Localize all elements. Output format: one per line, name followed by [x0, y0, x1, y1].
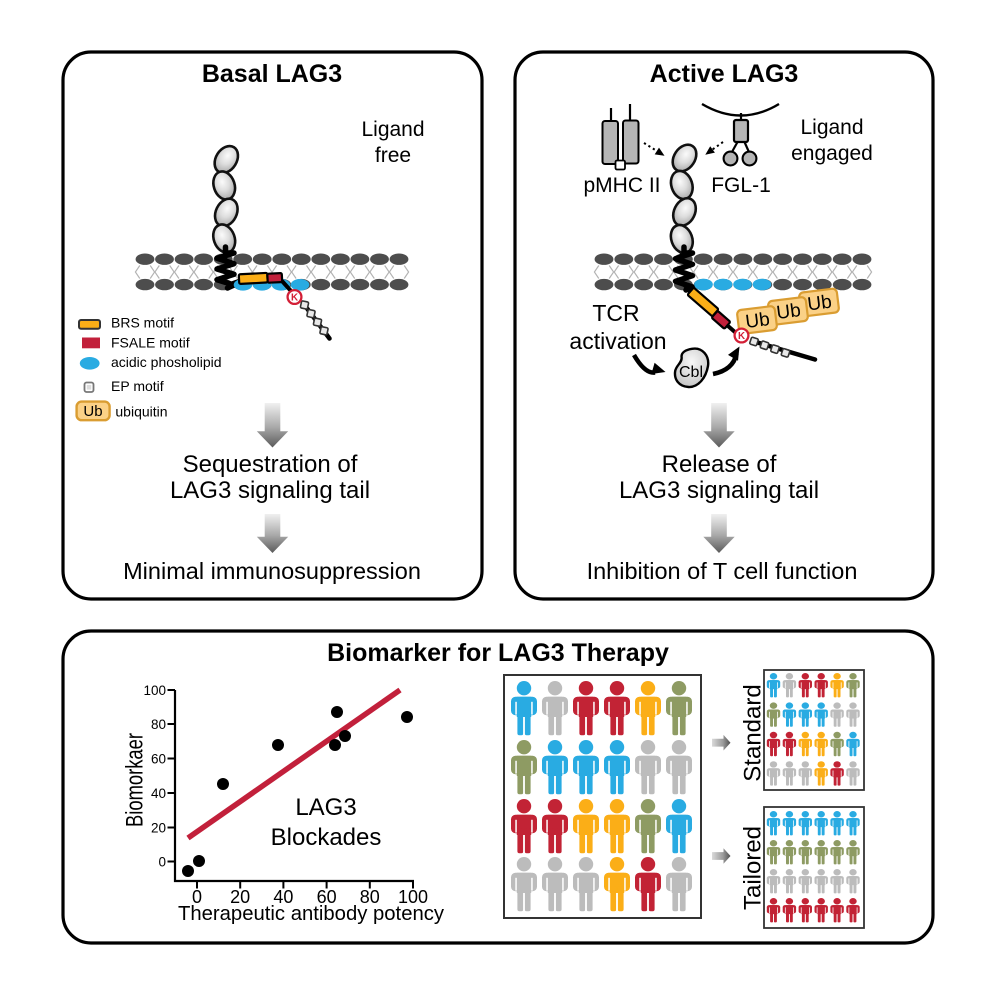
svg-text:Ub: Ub: [775, 300, 802, 324]
svg-text:0: 0: [158, 854, 166, 869]
svg-text:Tailored: Tailored: [740, 826, 767, 910]
svg-text:40: 40: [273, 887, 293, 907]
svg-text:60: 60: [317, 887, 337, 907]
svg-text:pMHC II: pMHC II: [583, 174, 660, 197]
svg-text:Ub: Ub: [806, 292, 833, 316]
svg-text:engaged: engaged: [791, 142, 873, 165]
svg-text:free: free: [375, 144, 411, 167]
svg-text:Ub: Ub: [83, 403, 102, 420]
svg-text:Ub: Ub: [744, 309, 771, 333]
svg-text:80: 80: [360, 887, 380, 907]
svg-text:BRS motif: BRS motif: [111, 315, 174, 331]
svg-text:100: 100: [143, 683, 166, 698]
svg-text:100: 100: [398, 887, 428, 907]
svg-text:LAG3 signaling tail: LAG3 signaling tail: [619, 477, 819, 504]
svg-text:Cbl: Cbl: [679, 364, 703, 381]
svg-text:Active LAG3: Active LAG3: [650, 60, 799, 88]
svg-text:20: 20: [151, 820, 166, 835]
svg-text:40: 40: [151, 786, 166, 801]
svg-text:Inhibition of T cell function: Inhibition of T cell function: [587, 558, 858, 584]
svg-text:ubiquitin: ubiquitin: [115, 404, 167, 420]
svg-text:Biomorkaer: Biomorkaer: [122, 733, 149, 827]
svg-text:20: 20: [230, 887, 250, 907]
svg-text:Basal LAG3: Basal LAG3: [202, 60, 342, 88]
svg-text:FSALE motif: FSALE motif: [111, 335, 190, 351]
svg-text:Therapeutic antibody potency: Therapeutic antibody potency: [178, 903, 445, 925]
svg-text:K: K: [738, 331, 745, 342]
svg-text:K: K: [291, 293, 298, 304]
svg-text:activation: activation: [569, 328, 666, 354]
svg-text:0: 0: [192, 887, 202, 907]
svg-text:80: 80: [151, 717, 166, 732]
svg-text:EP motif: EP motif: [111, 378, 164, 394]
svg-text:Ligand: Ligand: [800, 116, 863, 139]
svg-text:Biomarker for LAG3 Therapy: Biomarker for LAG3 Therapy: [327, 639, 669, 667]
svg-text:Sequestration of: Sequestration of: [183, 451, 358, 478]
svg-text:LAG3: LAG3: [295, 794, 356, 821]
svg-text:Ligand: Ligand: [361, 118, 424, 141]
svg-text:TCR: TCR: [592, 300, 639, 326]
svg-text:Minimal immunosuppression: Minimal immunosuppression: [123, 558, 421, 584]
svg-text:acidic phosholipid: acidic phosholipid: [111, 354, 222, 370]
svg-text:Release of: Release of: [662, 451, 777, 478]
svg-text:60: 60: [151, 751, 166, 766]
svg-text:FGL-1: FGL-1: [711, 174, 771, 197]
svg-text:Blockades: Blockades: [271, 824, 382, 851]
svg-text:Standard: Standard: [740, 684, 767, 781]
svg-text:LAG3 signaling tail: LAG3 signaling tail: [170, 477, 370, 504]
